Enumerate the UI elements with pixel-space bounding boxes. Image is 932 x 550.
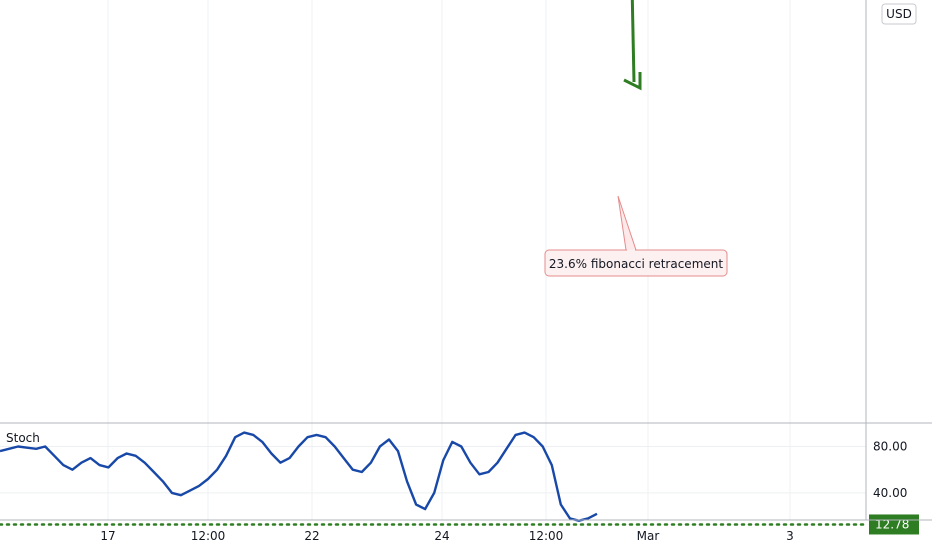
stoch-label: Stoch [6,431,40,445]
stoch-tag-bg [869,514,919,535]
callout-box [544,249,728,277]
x-tick-label: 24 [434,529,449,543]
x-tick-label: 12:00 [191,529,226,543]
currency-label: USD [886,7,912,21]
x-tick-label: 17 [100,529,115,543]
currency-badge[interactable]: USD [881,3,917,25]
callout-text: 23.6% fibonacci retracement [549,257,723,271]
x-tick-label: 22 [304,529,319,543]
grid [0,0,866,520]
x-tick-label: 3 [786,529,794,543]
stoch-tick-label: 40.00 [873,486,907,500]
x-tick-label: Mar [637,529,660,543]
stoch-plot: 12.78 [0,431,919,535]
target-arrow-shaft [630,0,636,83]
fib-callout: 23.6% fibonacci retracement [544,195,728,277]
stoch-tag-text: 12.78 [875,517,909,531]
target-arrow-head [623,72,642,91]
x-tick-label: 12:00 [529,529,564,543]
callout-pointer [617,195,637,251]
overlays: 78.60%(4.09768)1st Resistance ★★4.346021… [544,0,728,277]
stoch-tick-label: 80.00 [873,440,907,454]
stoch-line [0,431,598,522]
stoch-value-tag: 12.78 [869,514,919,535]
